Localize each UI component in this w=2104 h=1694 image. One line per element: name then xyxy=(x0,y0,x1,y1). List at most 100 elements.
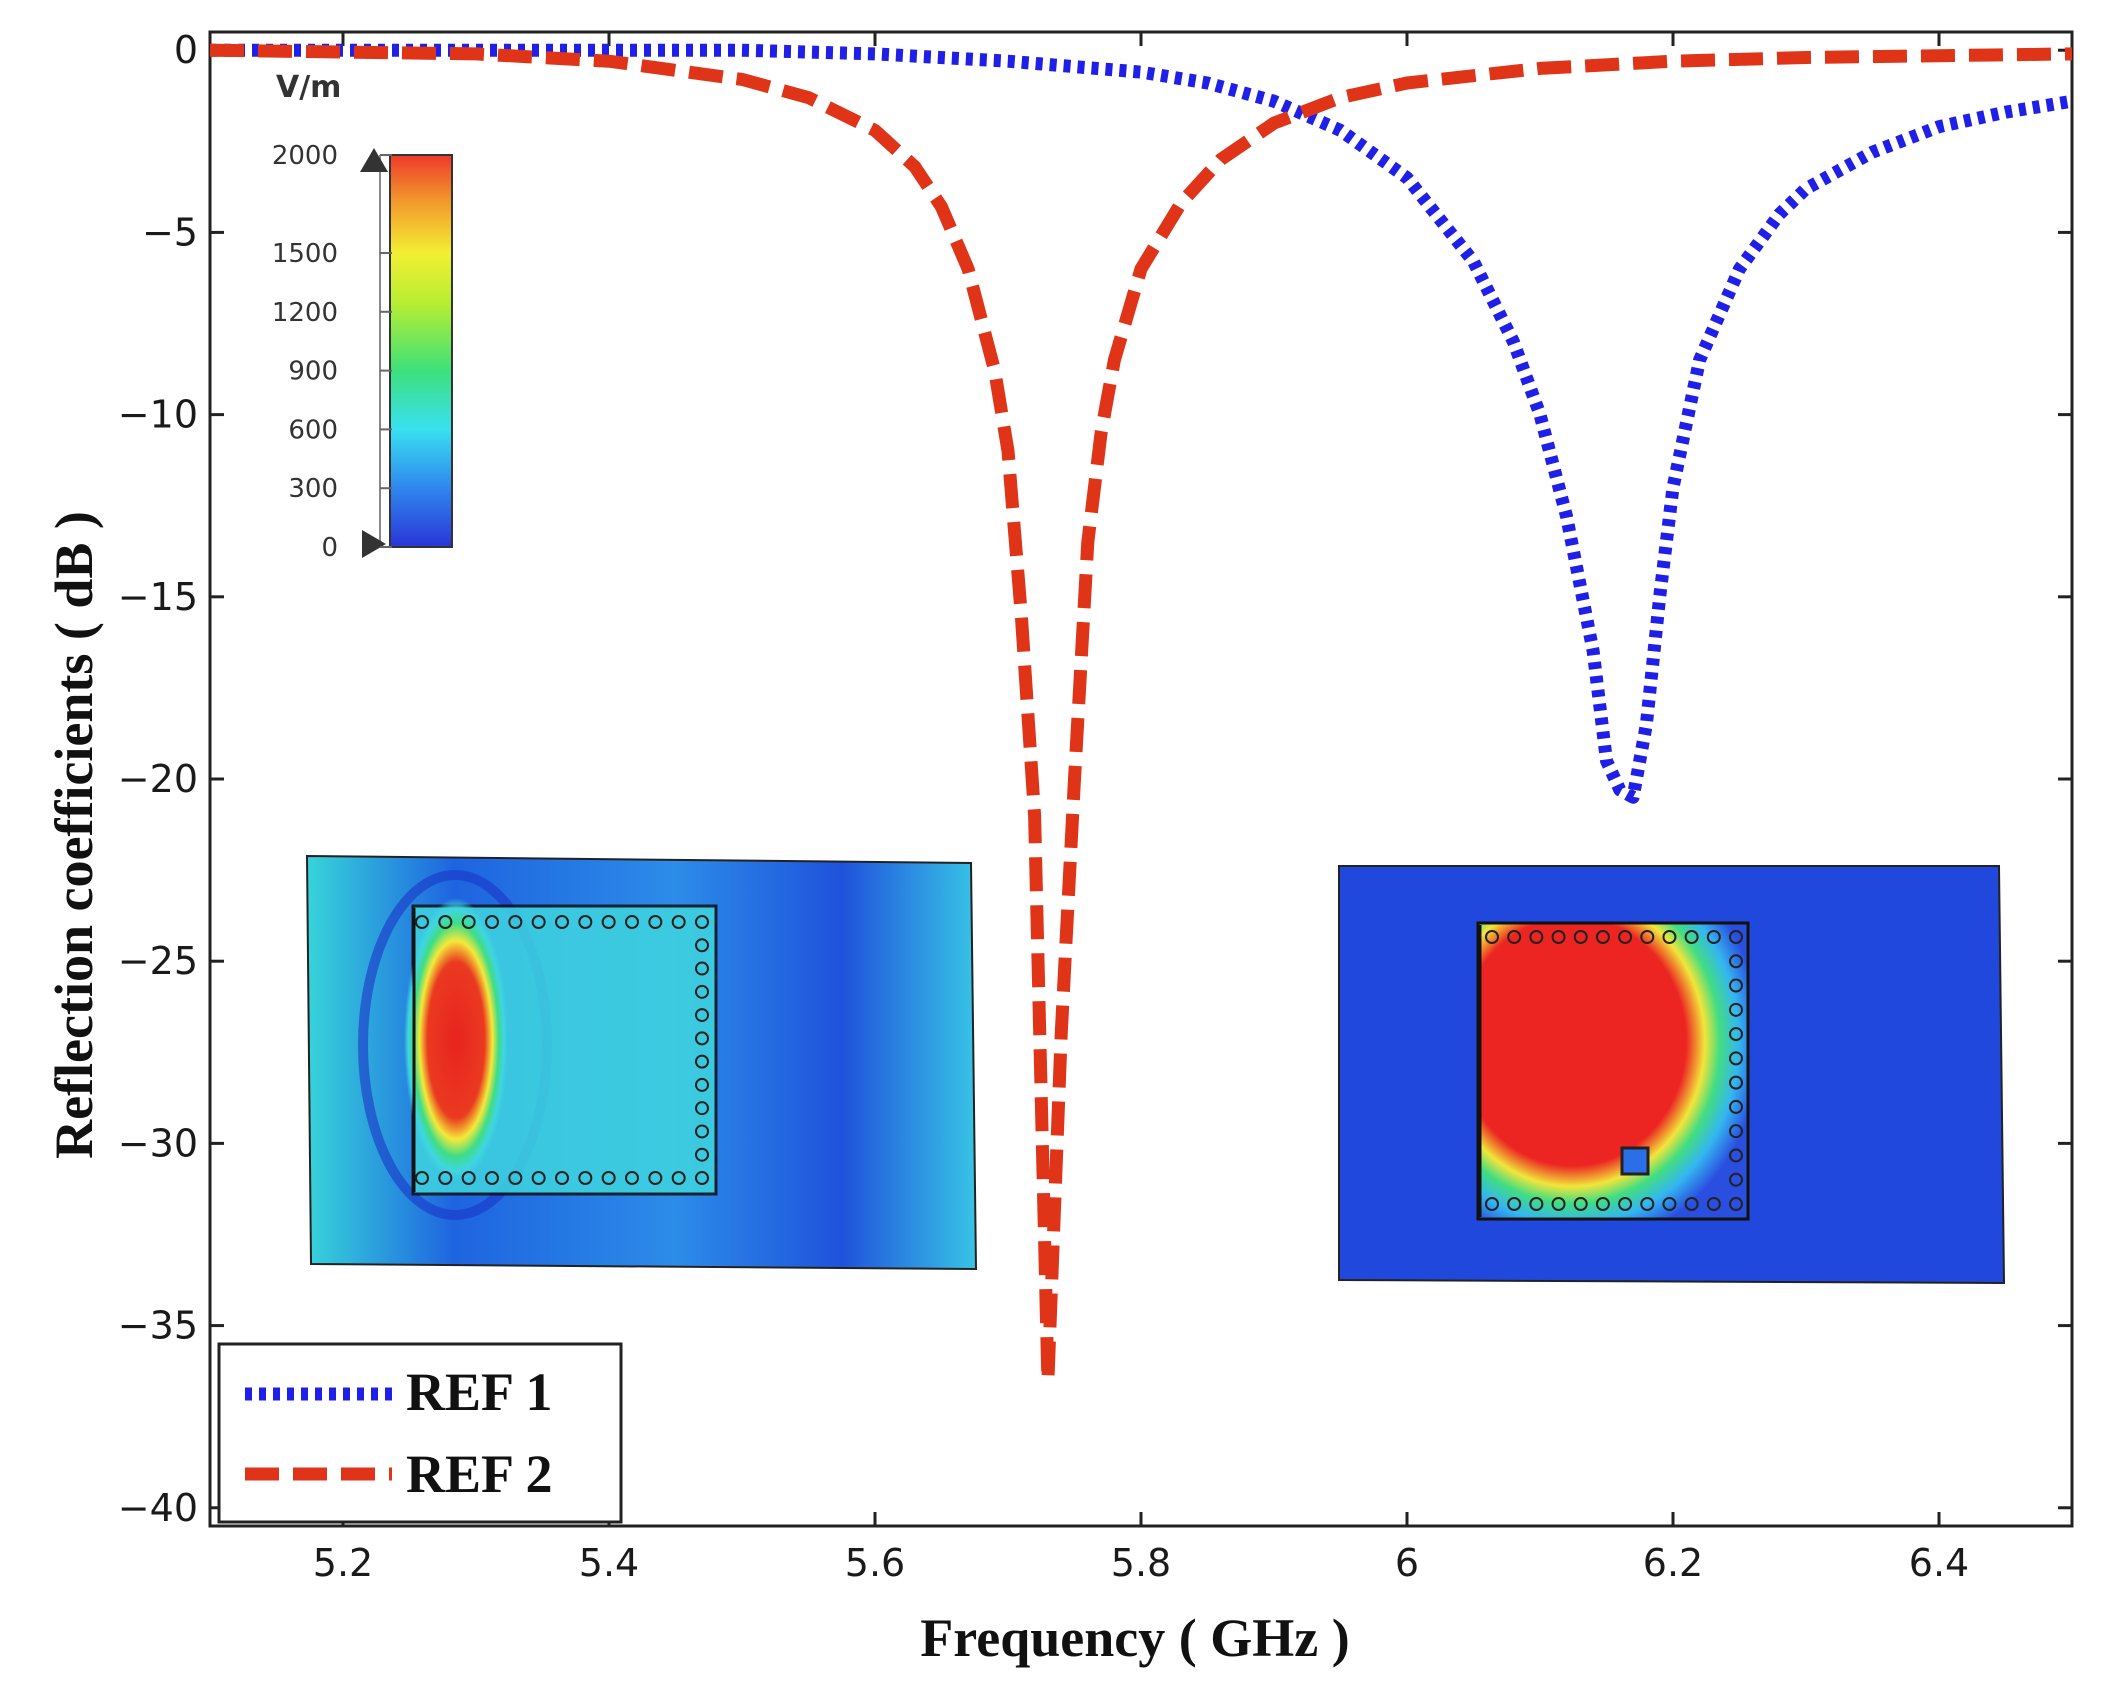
via-dot xyxy=(1729,1124,1743,1139)
via-dot xyxy=(695,915,709,929)
series-layer xyxy=(209,43,2074,1387)
via-dot xyxy=(1662,1197,1677,1211)
via-dot xyxy=(531,915,546,929)
via-dot xyxy=(625,1171,639,1185)
y-tick-label: −25 xyxy=(118,939,198,983)
via-dot xyxy=(1729,1172,1743,1187)
x-tick-label: 5.6 xyxy=(845,1541,905,1585)
via-dot xyxy=(1729,1075,1743,1090)
via-dot xyxy=(1618,1197,1633,1211)
via-dot xyxy=(1529,1197,1544,1211)
via-dot xyxy=(1485,930,1499,944)
via-dot xyxy=(695,984,709,999)
via-dot xyxy=(601,1171,616,1185)
via-dot xyxy=(1729,1148,1743,1163)
series-line-ref-1 xyxy=(210,43,2074,804)
via-dot xyxy=(695,1171,709,1185)
y-tick-label: −40 xyxy=(118,1486,198,1530)
via-dot xyxy=(1684,930,1699,944)
via-row xyxy=(415,915,709,1185)
colorbar-tick-label: 1200 xyxy=(272,298,338,328)
via-dot xyxy=(648,1171,663,1185)
x-tick-label: 6 xyxy=(1395,1541,1419,1585)
via-dot xyxy=(1706,930,1721,944)
via-dot xyxy=(695,1077,709,1092)
via-dot xyxy=(671,915,686,929)
via-dot xyxy=(1551,1197,1566,1211)
via-dot xyxy=(1729,1027,1743,1042)
y-tick-label: −20 xyxy=(118,757,198,801)
legend-label-ref-2: REF 2 xyxy=(406,1444,553,1504)
x-axis: 5.2 5.4 5.6 5.8 6 6.2 6.4 xyxy=(313,32,1969,1585)
legend-label-ref-1: REF 1 xyxy=(406,1362,553,1422)
via-dot xyxy=(1729,1099,1743,1114)
via-dot xyxy=(555,915,569,929)
via-dot xyxy=(601,915,616,929)
via-dot xyxy=(1551,930,1566,944)
y-axis: 0 −5 −10 −15 −20 −25 −30 −35 −40 xyxy=(118,28,2072,1530)
via-dot xyxy=(671,1171,686,1185)
y-tick-label: −30 xyxy=(118,1121,198,1165)
colorbar-tick-label: 300 xyxy=(288,474,338,504)
series-line-ref-2 xyxy=(209,43,2073,1387)
via-dot xyxy=(485,1171,499,1185)
colorbar-tick-label: 1500 xyxy=(272,239,338,269)
via-dot xyxy=(1595,930,1610,944)
via-dot xyxy=(1573,1197,1588,1211)
via-dot xyxy=(1618,930,1633,944)
via-dot xyxy=(555,1171,569,1185)
via-dot xyxy=(508,915,523,929)
via-dot xyxy=(1706,1197,1721,1211)
via-dot xyxy=(1729,1051,1743,1066)
via-dot xyxy=(531,1171,546,1185)
legend: REF 1 REF 2 xyxy=(217,1342,623,1524)
legend-box xyxy=(217,1342,623,1524)
via-dot xyxy=(1573,930,1588,944)
y-tick-label: −35 xyxy=(118,1304,198,1348)
y-axis-title: Reflection coefficients ( dB ) xyxy=(44,511,104,1159)
via-dot xyxy=(695,1008,709,1023)
via-dot xyxy=(1507,930,1522,944)
via-dot xyxy=(438,1171,453,1185)
colorbar-tick-label: 0 xyxy=(321,533,338,563)
via-dot xyxy=(578,1171,593,1185)
via-dot xyxy=(1729,954,1743,969)
colorbar-tick-label: 900 xyxy=(288,357,338,387)
field-inset-right xyxy=(1338,865,2006,1285)
via-dot xyxy=(438,915,453,929)
via-dot xyxy=(695,1101,709,1116)
via-dot xyxy=(1640,930,1655,944)
x-tick-label: 5.4 xyxy=(579,1541,639,1585)
colorbar-tick-label: 600 xyxy=(288,415,338,445)
via-dot xyxy=(461,1171,476,1185)
via-dot xyxy=(1662,930,1677,944)
field-inset-left xyxy=(305,854,978,1271)
via-dot xyxy=(625,915,639,929)
via-dot xyxy=(695,1124,709,1139)
x-axis-title: Frequency ( GHz ) xyxy=(920,1608,1349,1668)
via-dot xyxy=(695,961,709,976)
via-dot xyxy=(1485,1197,1499,1211)
via-dot xyxy=(1684,1197,1699,1211)
via-dot xyxy=(1595,1197,1610,1211)
via-dot xyxy=(1729,1002,1743,1017)
via-dot xyxy=(415,1171,429,1185)
via-dot xyxy=(415,915,429,929)
via-dot xyxy=(1507,1197,1522,1211)
plot-area xyxy=(208,30,2074,1528)
y-tick-label: −5 xyxy=(142,210,198,254)
via-dot xyxy=(695,1031,709,1046)
via-dot xyxy=(695,938,709,953)
colorbar-max-arrow-icon xyxy=(360,148,388,172)
x-tick-label: 5.2 xyxy=(313,1541,373,1585)
via-dot xyxy=(648,915,663,929)
via-dot xyxy=(1640,1197,1655,1211)
via-dot xyxy=(1729,930,1743,944)
via-row xyxy=(1485,930,1743,1211)
colorbar: V/m 2000 1500 1200 900 600 300 0 xyxy=(272,70,453,563)
colorbar-min-arrow-icon xyxy=(362,530,386,558)
colorbar-gradient xyxy=(389,154,453,548)
via-dot xyxy=(695,1147,709,1162)
x-tick-label: 5.8 xyxy=(1111,1541,1171,1585)
